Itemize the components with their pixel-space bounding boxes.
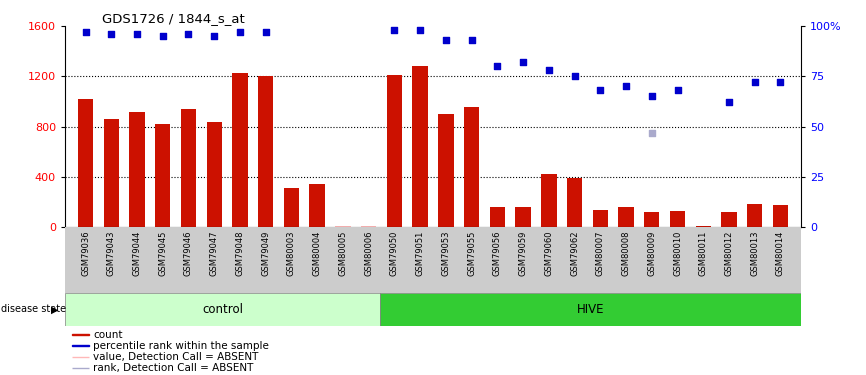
Point [670, 87, 684, 93]
Text: GSM79055: GSM79055 [467, 230, 476, 276]
Bar [515, 207, 531, 227]
Bar [335, 226, 351, 227]
Bar [592, 210, 608, 227]
Text: GSM80005: GSM80005 [339, 230, 347, 276]
Point [490, 63, 504, 69]
Point [645, 130, 659, 136]
Bar [206, 122, 222, 227]
Text: GSM79044: GSM79044 [132, 230, 141, 276]
Text: GSM80011: GSM80011 [699, 230, 708, 276]
Bar [73, 334, 88, 335]
Bar [747, 204, 762, 227]
Bar [438, 114, 454, 227]
Text: GSM80003: GSM80003 [287, 230, 296, 276]
Text: HIVE: HIVE [577, 303, 604, 316]
Text: GSM79049: GSM79049 [262, 230, 270, 276]
Text: GSM79056: GSM79056 [493, 230, 501, 276]
Bar [772, 205, 788, 227]
Point [439, 37, 453, 43]
Text: rank, Detection Call = ABSENT: rank, Detection Call = ABSENT [93, 363, 253, 373]
Text: GSM80007: GSM80007 [596, 230, 604, 276]
Bar [669, 211, 685, 227]
Bar [309, 184, 325, 227]
Text: GSM80008: GSM80008 [622, 230, 630, 276]
Text: GSM79046: GSM79046 [184, 230, 193, 276]
Text: disease state: disease state [1, 304, 66, 314]
Text: ▶: ▶ [50, 304, 58, 314]
Bar [380, 292, 801, 326]
Text: GSM80012: GSM80012 [725, 230, 734, 276]
Point [130, 31, 144, 37]
Text: GSM80013: GSM80013 [750, 230, 759, 276]
Bar [232, 73, 248, 227]
Point [567, 74, 581, 80]
Text: GSM80014: GSM80014 [776, 230, 785, 276]
Point [593, 87, 607, 93]
Point [104, 31, 118, 37]
Text: GSM79047: GSM79047 [210, 230, 219, 276]
Text: GSM79048: GSM79048 [236, 230, 244, 276]
Text: percentile rank within the sample: percentile rank within the sample [93, 341, 268, 351]
Text: GSM79062: GSM79062 [570, 230, 579, 276]
Point [79, 29, 93, 35]
Point [722, 99, 736, 105]
Text: GSM79045: GSM79045 [158, 230, 167, 276]
Bar [567, 178, 582, 227]
Text: GSM80004: GSM80004 [313, 230, 321, 276]
Point [773, 80, 787, 86]
Bar [181, 109, 197, 227]
Text: GSM79036: GSM79036 [81, 230, 90, 276]
Bar [695, 226, 711, 227]
Bar [73, 368, 88, 369]
Point [182, 31, 196, 37]
Bar [155, 124, 171, 227]
Point [233, 29, 247, 35]
Bar [129, 111, 145, 227]
Point [645, 93, 659, 99]
Text: GSM79059: GSM79059 [519, 230, 527, 276]
Bar [361, 226, 377, 227]
Point [413, 27, 427, 33]
Point [465, 37, 479, 43]
Point [516, 59, 530, 65]
Text: count: count [93, 330, 122, 339]
Text: GSM79060: GSM79060 [545, 230, 553, 276]
Bar [541, 174, 557, 227]
Bar [464, 106, 479, 227]
Point [207, 33, 221, 39]
Text: GSM79043: GSM79043 [107, 230, 116, 276]
Bar [65, 292, 380, 326]
Text: GSM80009: GSM80009 [647, 230, 656, 276]
Bar [387, 75, 402, 227]
Text: control: control [202, 303, 243, 316]
Bar [104, 119, 119, 227]
Point [619, 84, 633, 90]
Point [259, 29, 273, 35]
Text: GSM80010: GSM80010 [673, 230, 682, 276]
Text: GSM80006: GSM80006 [365, 230, 373, 276]
Text: GSM79051: GSM79051 [416, 230, 424, 276]
Bar [73, 345, 88, 346]
Bar [618, 207, 634, 227]
Text: value, Detection Call = ABSENT: value, Detection Call = ABSENT [93, 352, 258, 362]
Bar [412, 66, 428, 227]
Bar [258, 76, 274, 227]
Bar [489, 207, 505, 227]
Point [156, 33, 170, 39]
Bar [644, 213, 660, 227]
Point [748, 80, 762, 86]
Point [387, 27, 401, 33]
Text: GSM79050: GSM79050 [390, 230, 399, 276]
Bar [721, 212, 737, 227]
Bar [78, 99, 94, 227]
Text: GSM79053: GSM79053 [442, 230, 450, 276]
Bar [284, 188, 299, 227]
Point [542, 68, 556, 74]
Text: GDS1726 / 1844_s_at: GDS1726 / 1844_s_at [102, 12, 244, 25]
